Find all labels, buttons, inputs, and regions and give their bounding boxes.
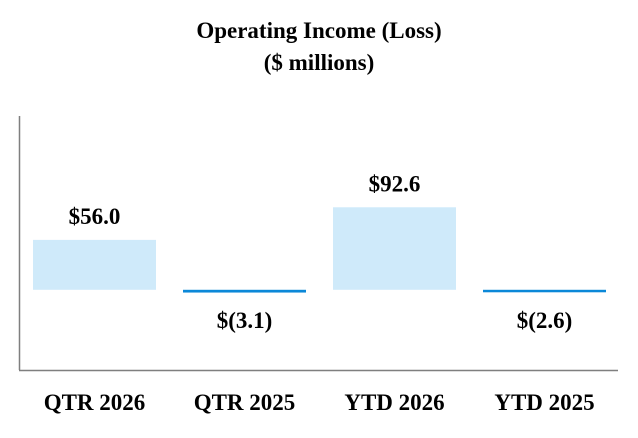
x-tick-ytd-2026: YTD 2026 bbox=[344, 390, 444, 415]
bar-ytd-2026 bbox=[333, 207, 456, 290]
bars-group bbox=[33, 207, 606, 293]
x-tick-ytd-2025: YTD 2025 bbox=[494, 390, 594, 415]
x-tick-labels-group: QTR 2026 QTR 2025 YTD 2026 YTD 2025 bbox=[44, 390, 595, 415]
x-tick-qtr-2026: QTR 2026 bbox=[44, 390, 146, 415]
x-tick-qtr-2025: QTR 2025 bbox=[194, 390, 296, 415]
data-label-qtr-2025: $(3.1) bbox=[217, 308, 273, 333]
chart-subtitle: ($ millions) bbox=[264, 50, 375, 75]
bar-qtr-2026 bbox=[33, 239, 156, 290]
data-label-ytd-2026: $92.6 bbox=[369, 171, 421, 196]
data-labels-group: $56.0 $(3.1) $92.6 $(2.6) bbox=[69, 171, 573, 333]
data-label-qtr-2026: $56.0 bbox=[69, 204, 121, 229]
chart-title: Operating Income (Loss) bbox=[196, 18, 441, 43]
data-label-ytd-2025: $(2.6) bbox=[517, 308, 573, 333]
bar-qtr-2025 bbox=[183, 289, 306, 293]
bar-ytd-2025 bbox=[483, 289, 606, 293]
